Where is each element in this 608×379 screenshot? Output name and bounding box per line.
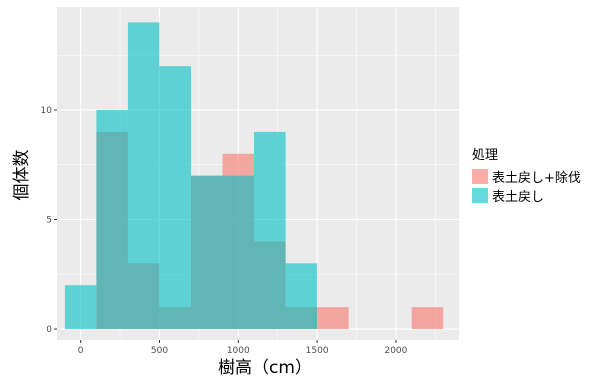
bar-1-1 xyxy=(96,109,128,330)
legend-key-1 xyxy=(472,188,488,203)
bar-1-7 xyxy=(285,263,318,330)
bar-1-4 xyxy=(191,175,223,330)
x-tick-label: 2000 xyxy=(384,346,407,356)
bar-1-0 xyxy=(64,285,97,330)
x-tick-label: 1500 xyxy=(306,346,329,356)
x-tick-label: 0 xyxy=(78,346,84,356)
legend-key-0 xyxy=(472,169,488,184)
legend-item-0: 表土戻し+除伐 xyxy=(472,167,581,186)
bar-0-8 xyxy=(317,307,349,330)
y-tick-label: 10 xyxy=(41,106,53,116)
legend-item-1: 表土戻し xyxy=(472,186,581,205)
legend: 処理 表土戻し+除伐 表土戻し xyxy=(472,144,581,205)
x-tick-label: 500 xyxy=(151,346,168,356)
legend-label-0: 表土戻し+除伐 xyxy=(492,171,581,186)
bar-1-2 xyxy=(127,22,160,330)
bar-1-3 xyxy=(159,66,191,330)
bars xyxy=(64,22,444,330)
y-axis-label: 個体数 xyxy=(12,150,32,201)
x-tick-label: 1000 xyxy=(227,346,250,356)
y-tick-label: 0 xyxy=(46,325,52,335)
bar-1-6 xyxy=(254,131,286,330)
bar-0-11 xyxy=(411,307,444,330)
x-axis-ticks: 0 500 1000 1500 2000 xyxy=(78,340,408,356)
y-axis-ticks: 0 5 10 xyxy=(41,106,57,335)
y-tick-label: 5 xyxy=(46,216,52,226)
legend-label-1: 表土戻し xyxy=(492,190,545,205)
legend-title: 処理 xyxy=(472,148,499,163)
bar-1-5 xyxy=(222,175,255,330)
x-axis-label: 樹高（cm） xyxy=(218,358,312,378)
